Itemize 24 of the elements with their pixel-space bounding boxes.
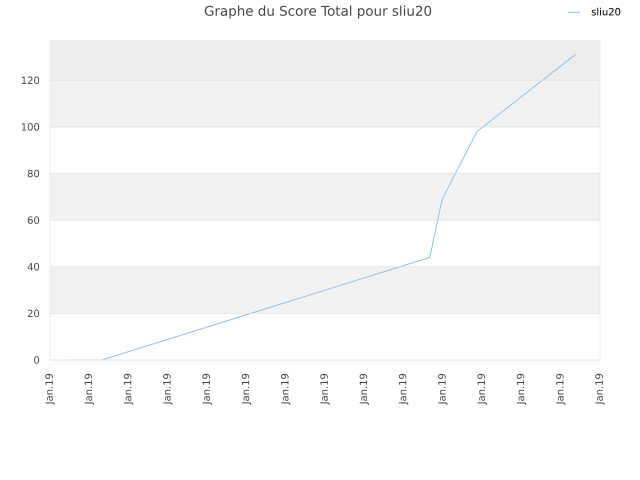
x-tick-label: Jan.19 — [398, 374, 408, 405]
x-tick-label: Jan.19 — [202, 374, 212, 405]
x-tick-label: Jan.19 — [477, 374, 487, 405]
x-tick-label: Jan.19 — [45, 374, 55, 405]
x-tick-label: Jan.19 — [438, 374, 448, 405]
x-tick-label: Jan.19 — [84, 374, 94, 405]
x-tick-label: Jan.19 — [320, 374, 330, 405]
y-tick-label: 40 — [28, 262, 40, 271]
x-tick-label: Jan.19 — [281, 374, 290, 405]
y-tick-label: 100 — [22, 123, 40, 131]
y-tick-label: 0 — [34, 356, 40, 364]
x-tick-label: Jan.19 — [516, 374, 526, 405]
x-tick-label: Jan.19 — [556, 374, 566, 405]
x-tick-label: Jan.19 — [595, 374, 605, 405]
chart-title: Graphe du Score Total pour sliu20 — [204, 5, 432, 18]
y-tick-label: 20 — [28, 310, 40, 318]
y-tick-label: 80 — [28, 170, 40, 178]
x-tick-label: Jan.19 — [360, 374, 369, 405]
y-tick-label: 60 — [28, 216, 40, 224]
x-tick-label: Jan.19 — [163, 374, 173, 405]
x-tick-label: Jan.19 — [242, 374, 252, 405]
legend-label: sliu20 — [592, 8, 620, 16]
x-tick-label: Jan.19 — [124, 374, 134, 405]
y-tick-label: 120 — [22, 76, 40, 84]
